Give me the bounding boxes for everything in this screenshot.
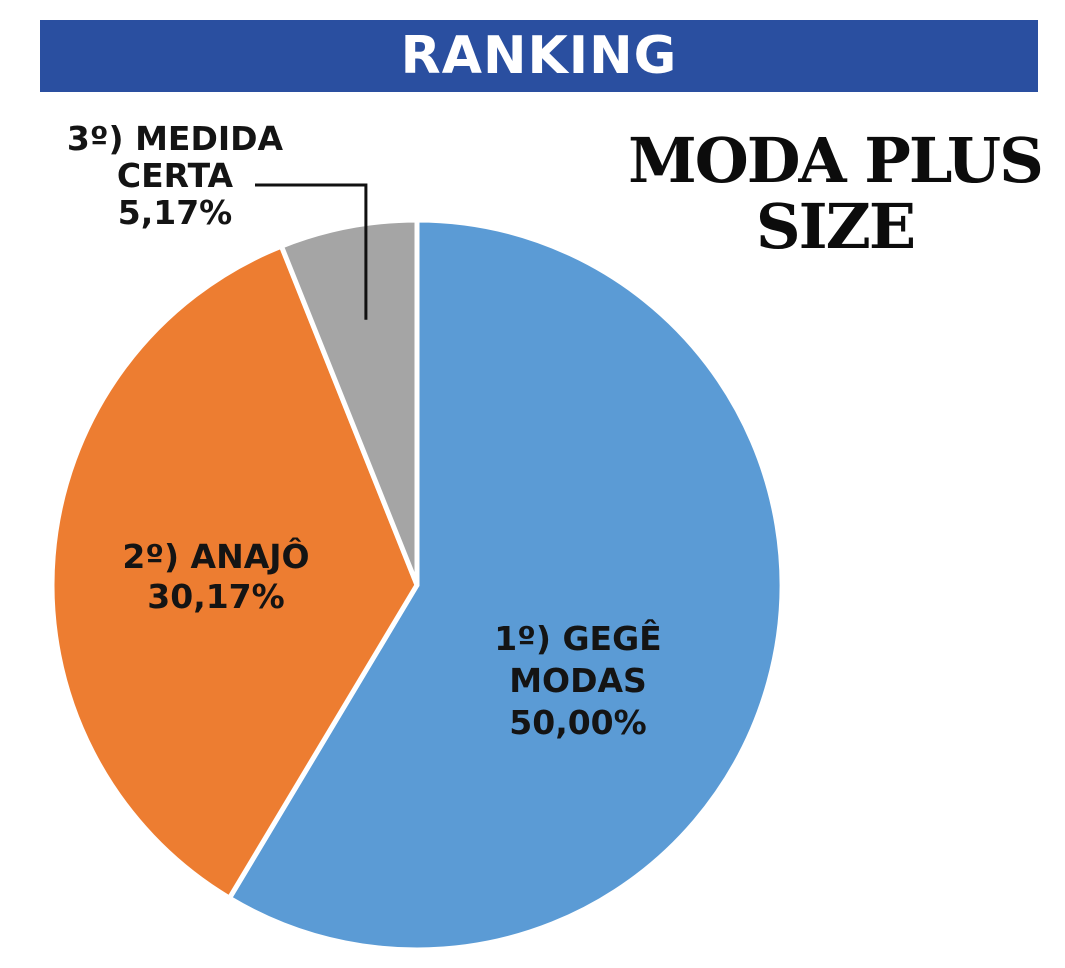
slice-3-leader-line [255, 183, 368, 320]
slice-label-1-line-3: 50,00% [509, 703, 646, 742]
ranking-banner: RANKING [40, 20, 1038, 92]
slice-label-2-line-2: 30,17% [147, 577, 284, 616]
pie-slice-1 [226, 217, 785, 953]
slice-label-1-line-1: 1º) GEGÊ [494, 618, 661, 658]
slice-label-1-line-2: MODAS [509, 661, 647, 700]
slice-label-2-line-1: 2º) ANAJÔ [122, 536, 309, 576]
slice-label-3-line-2: CERTA [117, 156, 234, 195]
chart-title-line-1: MODA PLUS [628, 124, 1044, 197]
chart-title-line-2: SIZE [755, 190, 916, 263]
slice-label-3-line-3: 5,17% [118, 193, 233, 232]
pie-slice-2 [49, 243, 420, 901]
slice-label-3-line-1: 3º) MEDIDA [67, 119, 284, 158]
chart-title: MODA PLUS SIZE [600, 128, 1065, 260]
pie-slice-3 [278, 217, 420, 588]
banner-title: RANKING [400, 26, 678, 86]
